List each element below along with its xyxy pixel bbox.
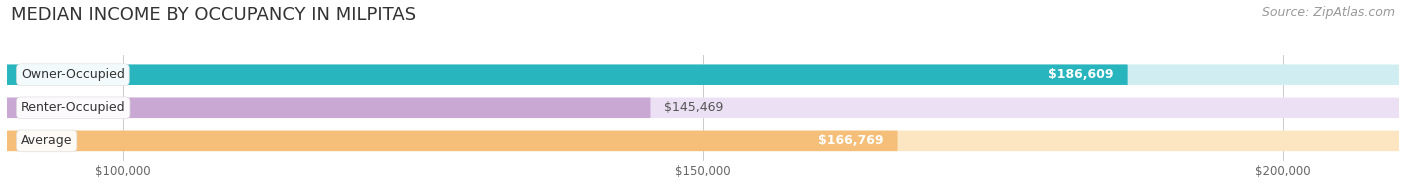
FancyBboxPatch shape (7, 98, 651, 118)
FancyBboxPatch shape (7, 131, 1399, 151)
Text: $145,469: $145,469 (665, 101, 724, 114)
Text: Source: ZipAtlas.com: Source: ZipAtlas.com (1261, 6, 1395, 19)
Text: $186,609: $186,609 (1049, 68, 1114, 81)
Text: $166,769: $166,769 (818, 134, 883, 147)
FancyBboxPatch shape (7, 64, 1128, 85)
Text: Renter-Occupied: Renter-Occupied (21, 101, 125, 114)
FancyBboxPatch shape (7, 131, 897, 151)
Text: MEDIAN INCOME BY OCCUPANCY IN MILPITAS: MEDIAN INCOME BY OCCUPANCY IN MILPITAS (11, 6, 416, 24)
FancyBboxPatch shape (7, 64, 1399, 85)
Text: Owner-Occupied: Owner-Occupied (21, 68, 125, 81)
Text: Average: Average (21, 134, 73, 147)
FancyBboxPatch shape (7, 98, 1399, 118)
